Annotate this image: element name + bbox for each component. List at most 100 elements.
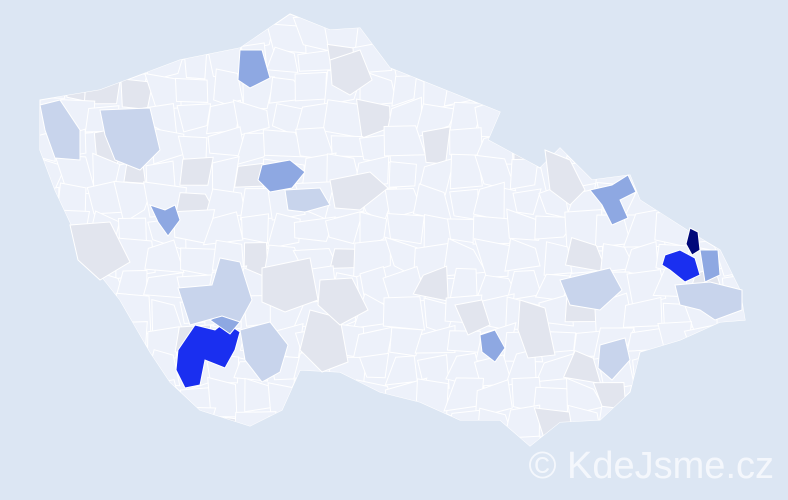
district [324,416,362,440]
district [114,18,152,48]
district [509,107,546,140]
district [293,216,336,242]
district [656,360,696,392]
district [485,71,508,108]
district [173,406,217,443]
district [40,210,67,241]
district [750,295,774,335]
district [174,77,209,103]
district-level-grey [69,221,131,281]
district [504,237,541,272]
district-level-medium [699,249,721,283]
district [538,97,573,135]
district [179,434,210,446]
district [40,268,67,305]
district [658,14,694,51]
district [743,40,745,79]
district [83,322,121,360]
district [536,14,572,50]
district [714,152,745,192]
district [176,103,212,133]
district [64,406,93,438]
district [421,126,451,165]
district [714,380,745,419]
district [419,19,446,46]
district [714,106,745,134]
district [506,208,545,241]
district [683,324,725,360]
district [40,412,68,446]
district [61,381,95,417]
district [749,272,786,297]
district [657,321,692,359]
district [358,352,390,379]
district [598,19,637,51]
district [564,19,607,56]
district [713,412,745,446]
district [84,14,127,56]
district [712,208,745,246]
district [717,357,745,391]
district [563,72,602,105]
district [628,99,666,140]
district-level-medium [237,49,271,89]
district [624,125,664,166]
district [54,445,96,446]
district [232,99,270,136]
district [713,327,745,360]
district [122,321,148,360]
district [359,211,388,252]
district [751,384,778,407]
district [54,329,95,360]
district [40,186,60,210]
district [183,48,208,80]
district [717,15,745,50]
district-level-high [175,321,241,389]
district [627,73,663,100]
district [114,349,146,389]
district [538,47,577,80]
district [723,77,745,101]
district [569,97,607,128]
district [383,24,417,43]
district-borders [40,14,786,446]
district-level-light [674,281,743,321]
district [150,412,186,446]
district [653,74,693,104]
district [202,434,243,446]
district [713,48,745,79]
district [414,324,456,354]
district [382,296,426,331]
district-level-light [559,267,623,311]
district [82,45,118,80]
district [592,70,628,106]
district [83,293,124,334]
district [263,415,303,446]
district [748,413,786,446]
district [40,352,68,389]
district [652,50,695,81]
district [143,17,179,55]
district [446,437,487,446]
district [504,42,539,74]
district [473,434,517,446]
district [743,14,745,50]
district [327,434,360,446]
district-level-medium [589,174,637,226]
district [391,75,418,107]
district [653,416,694,441]
district [746,214,782,247]
district-level-grey [329,171,389,211]
district [688,353,727,389]
district-level-grey [454,299,491,336]
district [473,238,511,278]
district [113,413,155,441]
district [446,330,481,353]
district [389,327,424,357]
district [179,156,214,186]
district [683,74,725,108]
district [744,130,745,163]
district [114,385,157,417]
district [686,101,726,137]
district [474,379,513,419]
